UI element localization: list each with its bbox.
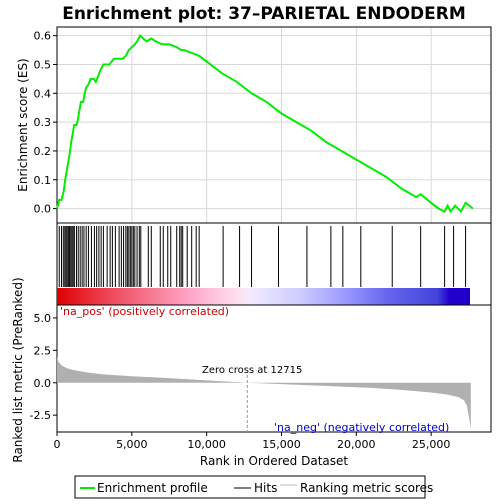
es-y-tick-label: 0.3 <box>34 116 52 129</box>
es-y-tick-label: 0.5 <box>34 58 52 71</box>
x-tick-label: 15,000 <box>262 438 301 451</box>
hits-panel <box>56 222 492 306</box>
es-y-tick-label: 0.0 <box>34 203 52 216</box>
es-y-axis-label: Enrichment score (ES) <box>16 58 30 191</box>
rank-color-bar <box>57 288 470 305</box>
enrichment-profile-line <box>56 33 474 214</box>
legend-hits-label: Hits <box>254 481 277 495</box>
es-panel: 0.0 0.1 0.2 0.3 0.4 0.5 0.6 Enrichment score (… <box>16 26 492 224</box>
legend: Enrichment profile Hits Ranking metric s… <box>74 475 433 499</box>
x-tick-label: 25,000 <box>412 438 451 451</box>
metric-y-axis-label: Ranked list metric (PreRanked) <box>11 277 25 462</box>
es-y-axis: 0.0 0.1 0.2 0.3 0.4 0.5 0.6 <box>34 30 57 216</box>
pos-correlated-label: 'na_pos' (positively correlated) <box>60 305 229 318</box>
chart-title: Enrichment plot: 37–PARIETAL ENDODERM <box>62 4 466 24</box>
legend-profile-label: Enrichment profile <box>97 481 208 495</box>
x-tick-label: 10,000 <box>187 438 226 451</box>
es-panel-frame <box>56 26 492 224</box>
neg-correlated-label: 'na_neg' (negatively correlated) <box>274 421 449 434</box>
x-axis-label: Rank in Ordered Dataset <box>200 454 348 468</box>
x-tick-label: 0 <box>54 438 61 451</box>
es-y-tick-label: 0.6 <box>34 30 52 43</box>
es-y-tick-label: 0.4 <box>34 87 52 100</box>
legend-metric-label: Ranking metric scores <box>300 481 433 495</box>
x-axis: 0 5,000 10,000 15,000 20,000 25,000 <box>54 432 451 451</box>
zero-cross-label: Zero cross at 12715 <box>202 365 302 376</box>
es-y-tick-label: 0.2 <box>34 145 52 158</box>
metric-y-tick-label: -2.5 <box>30 409 51 422</box>
es-grid <box>56 27 491 223</box>
metric-y-tick-label: 2.5 <box>34 344 52 357</box>
metric-y-axis: 5.0 2.5 0.0 -2.5 <box>30 312 57 422</box>
metric-y-tick-label: 0.0 <box>34 377 52 390</box>
hit-markers <box>58 226 467 287</box>
x-tick-label: 5,000 <box>116 438 148 451</box>
x-tick-label: 20,000 <box>337 438 376 451</box>
legend-box <box>74 475 426 499</box>
es-y-tick-label: 0.1 <box>34 174 52 187</box>
metric-panel: 5.0 2.5 0.0 -2.5 Ranked list metric (PreRan… <box>11 277 492 463</box>
metric-y-tick-label: 5.0 <box>34 312 52 325</box>
